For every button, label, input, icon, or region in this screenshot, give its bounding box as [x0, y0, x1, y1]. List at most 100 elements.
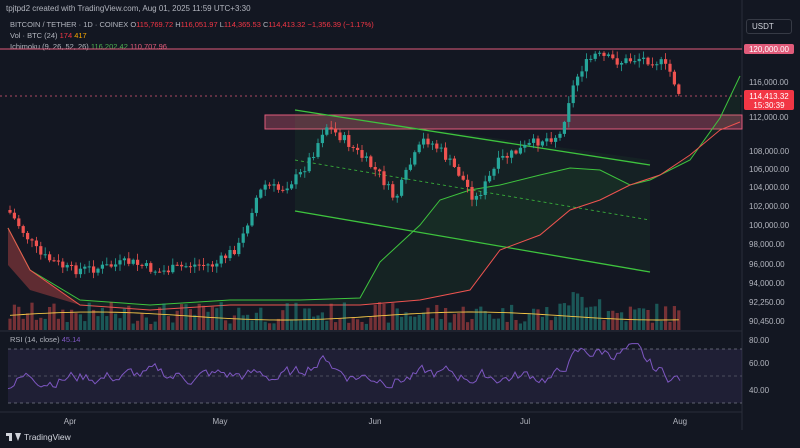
candle-body	[545, 138, 549, 142]
candle-body	[554, 137, 558, 142]
volume-bar	[554, 316, 558, 330]
ichimoku-value-2: 110,707.96	[129, 42, 167, 51]
volume-bar	[52, 303, 56, 330]
price-tick-label: 112,000.00	[749, 113, 789, 122]
candle-body	[232, 250, 236, 255]
volume-bar	[166, 316, 170, 330]
candle-body	[210, 264, 214, 267]
volume-bar	[488, 314, 492, 330]
candle-body	[650, 64, 654, 66]
candle-body	[422, 138, 426, 145]
volume-bar	[122, 308, 126, 330]
candle-body	[241, 233, 245, 243]
volume-bar	[87, 302, 91, 330]
volume-bar	[96, 316, 100, 330]
volume-bar	[527, 313, 531, 330]
price-tick-label: 92,250.00	[749, 298, 785, 307]
volume-bar	[422, 312, 426, 330]
candle-body	[316, 143, 320, 157]
price-tick-label: 108,000.00	[749, 147, 790, 156]
candle-body	[158, 271, 162, 273]
volume-bar	[127, 305, 131, 330]
volume-bar	[347, 322, 351, 330]
candle-body	[127, 258, 131, 264]
candle-body	[259, 189, 263, 198]
low-value: 114,365.53	[223, 20, 261, 29]
volume-bar	[545, 307, 549, 330]
volume-bar	[391, 303, 395, 330]
candle-body	[404, 169, 408, 180]
candle-body	[149, 263, 153, 272]
volume-bar	[395, 308, 399, 330]
candle-body	[417, 144, 421, 153]
candle-body	[338, 132, 342, 141]
volume-bar	[162, 303, 166, 330]
volume-bar	[448, 322, 452, 330]
volume-bar	[496, 318, 500, 330]
volume-bar	[655, 303, 659, 330]
volume-bar	[26, 313, 30, 330]
candle-body	[435, 143, 439, 149]
ichimoku-bear-cloud	[8, 228, 80, 305]
volume-value-1: 174	[59, 31, 73, 40]
volume-bar	[131, 323, 135, 330]
volume-bar	[364, 323, 368, 330]
volume-bar	[320, 312, 324, 330]
candle-body	[70, 264, 74, 266]
volume-bar	[39, 317, 43, 330]
footer: TradingView	[6, 432, 71, 442]
candle-body	[642, 57, 646, 59]
candle-body	[166, 270, 170, 273]
ichimoku-span-b	[7, 121, 741, 311]
price-tick-label: 96,000.00	[749, 260, 785, 269]
candle-body	[197, 264, 201, 266]
high-value: 116,051.97	[180, 20, 218, 29]
candle-body	[246, 225, 250, 234]
candle-body	[444, 147, 448, 160]
candle-body	[589, 58, 593, 60]
volume-bar	[56, 318, 60, 330]
last-price-tag	[744, 90, 794, 110]
countdown-label: 15:30:39	[753, 101, 785, 110]
volume-bar	[303, 308, 307, 330]
ichimoku-value-1: 116,202.42	[90, 42, 128, 51]
volume-bar	[492, 318, 496, 330]
candle-body	[461, 175, 465, 180]
volume-bar	[672, 306, 676, 330]
volume-bar	[241, 315, 245, 330]
candle-body	[171, 264, 175, 273]
volume-bar	[523, 321, 527, 330]
volume-bar	[312, 316, 316, 330]
candle-body	[193, 264, 197, 267]
rsi-tick-label: 40.00	[749, 386, 770, 395]
currency-button[interactable]: USDT	[746, 19, 792, 34]
volume-bar	[532, 308, 536, 330]
volume-bar	[624, 321, 628, 330]
volume-bar	[598, 299, 602, 330]
candle-body	[26, 232, 30, 240]
level-120k-label: 120,000.00	[749, 45, 790, 54]
symbol-label: BITCOIN / TETHER · 1D · COINEX	[10, 20, 129, 29]
ohlc-row: BITCOIN / TETHER · 1D · COINEX O115,769.…	[10, 19, 374, 30]
ichimoku-cloud	[7, 75, 741, 311]
volume-bar	[263, 321, 267, 330]
chart-legend: BITCOIN / TETHER · 1D · COINEX O115,769.…	[10, 19, 374, 52]
volume-bar	[206, 311, 210, 330]
candle-body	[347, 135, 351, 147]
time-tick-label: May	[212, 417, 227, 426]
volume-bar	[276, 318, 280, 330]
candle-body	[611, 54, 615, 59]
rsi-tick-label: 80.00	[749, 336, 770, 345]
candle-body	[395, 195, 399, 198]
volume-bar	[74, 313, 78, 330]
volume-bar	[325, 320, 329, 330]
candle-body	[303, 171, 307, 173]
volume-bar	[483, 311, 487, 330]
candle-body	[12, 212, 16, 219]
volume-bar	[514, 319, 518, 330]
ichimoku-row: Ichimoku (9, 26, 52, 26) 116,202.42 110,…	[10, 41, 374, 52]
volume-bar	[417, 314, 421, 330]
volume-bar	[43, 318, 47, 330]
candle-body	[180, 264, 184, 267]
